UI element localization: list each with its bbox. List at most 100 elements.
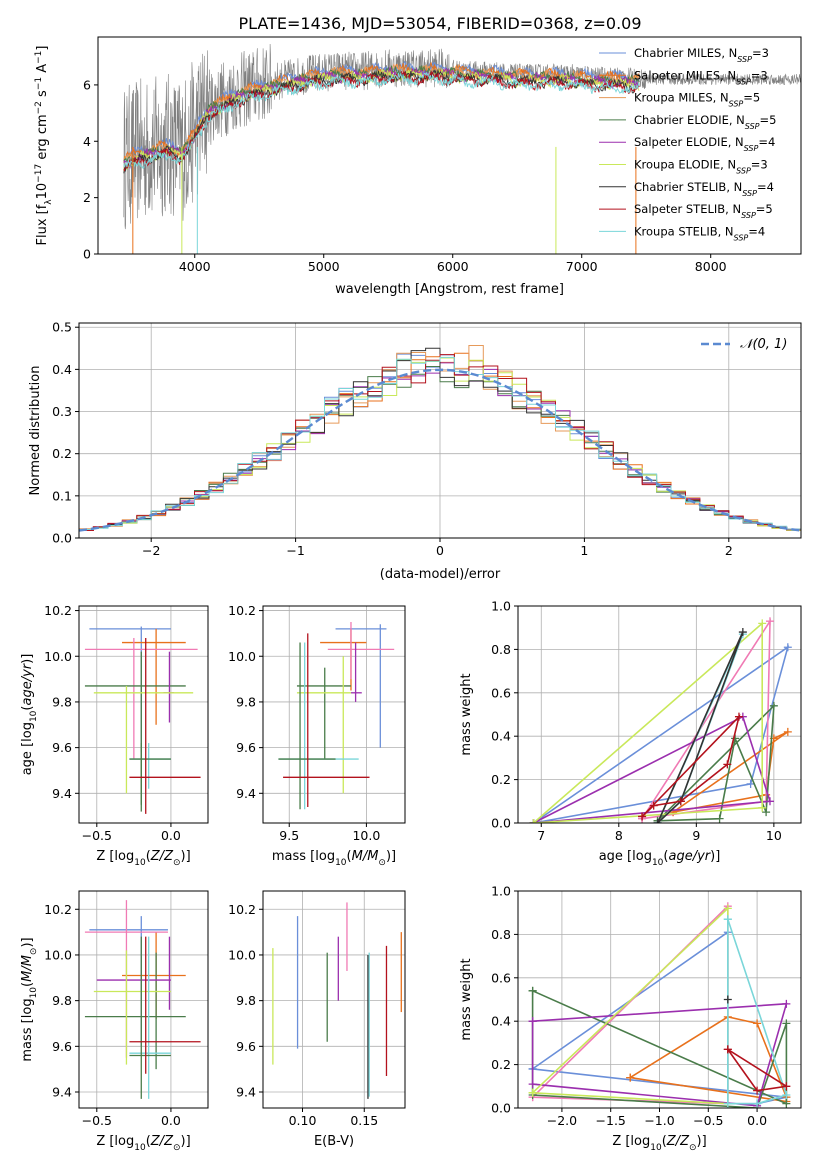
legend-sub: SSP: [744, 144, 759, 153]
weight-line: [656, 631, 744, 823]
weight-marker: [782, 999, 791, 1008]
x-axis-label: age [log10(age/yr)]: [599, 849, 721, 868]
x-axis-label-part: )]: [181, 1134, 191, 1149]
x-tick-label: 8: [615, 828, 623, 843]
axes-frame: 4000 5000 6000 7000 8000 0 2 4 6: [83, 36, 802, 274]
legend-sub: SSP: [737, 55, 752, 64]
y-tick-label: 10.0: [228, 649, 256, 664]
legend-sub: SSP: [742, 188, 757, 197]
x-tick-label: 10.0: [352, 828, 380, 843]
axes-frame: −0.5 0.0 9.4 9.6 9.8 10.0 10.2: [44, 890, 209, 1128]
legend-text: =4: [748, 224, 765, 238]
legend-text: Salpeter STELIB, N: [634, 202, 741, 216]
y-tick-label: 0.0: [491, 816, 511, 831]
weight-marker: [782, 1082, 791, 1091]
legend-entry: Chabrier MILES, NSSP=3: [634, 46, 769, 64]
age-vs-mass-panel: 9.5 10.0 9.4 9.6 9.8 10.0 10.2 mass [log10(M/M⊙…: [228, 603, 406, 868]
weight-marker: [528, 986, 537, 995]
weight-marker: [715, 814, 724, 823]
y-tick-label: 0.2: [491, 772, 511, 787]
x-axis-label-part: Z [log: [96, 849, 134, 864]
legend-text: =3: [752, 46, 769, 60]
y-axis-label-part: (: [20, 982, 35, 987]
weight-marker: [626, 1073, 635, 1082]
legend-text: Salpeter MILES, N: [634, 68, 736, 82]
x-axis-label-part: (: [662, 1134, 667, 1149]
x-axis-label-part: (: [146, 849, 151, 864]
x-tick-label: 0.0: [161, 1113, 181, 1128]
error-bar-point: [129, 936, 171, 1099]
y-tick-label: 0.8: [491, 927, 511, 942]
y-axis-label-part: (: [20, 706, 35, 711]
y-axis-label-part: Normed distribution: [28, 366, 43, 496]
weight-line: [533, 645, 790, 823]
x-tick-label: 0.10: [289, 1113, 317, 1128]
weight-marker: [769, 701, 778, 710]
weight-marker: [758, 619, 767, 628]
x-tick-label: −2.0: [547, 1113, 577, 1128]
y-axis-label: mass [log10(M/M⊙)]: [20, 937, 39, 1061]
y-tick-label: 1.0: [491, 599, 511, 614]
legend-entry: Salpeter ELODIE, NSSP=4: [634, 135, 775, 153]
y-tick-label: 0.4: [52, 362, 72, 377]
y-tick-label: 9.6: [52, 740, 72, 755]
weight-marker: [746, 779, 755, 788]
plot-area: [84, 900, 201, 1099]
x-tick-label: 0.15: [350, 1113, 378, 1128]
axes-box: [78, 890, 209, 1109]
legend-entry: 𝒩(0, 1): [740, 337, 787, 352]
legend-entry: Kroupa STELIB, NSSP=4: [634, 224, 765, 242]
legend-text: =4: [758, 135, 775, 149]
weight-marker: [723, 1099, 732, 1108]
weight-marker: [676, 797, 685, 806]
y-axis-label-part: −1: [34, 51, 44, 64]
y-tick-label: 9.8: [52, 694, 72, 709]
y-axis-label-part: mass weight: [459, 958, 474, 1040]
x-tick-label: 8000: [695, 259, 727, 274]
weight-marker: [782, 1019, 791, 1028]
x-axis-label-part: 10: [134, 858, 146, 868]
mass-vs-metallicity-panel: −0.5 0.09.49.69.810.010.2Z [log10(Z/Z⊙)]m…: [20, 890, 209, 1153]
weight-marker: [653, 819, 662, 823]
legend-entry: Kroupa MILES, NSSP=5: [634, 91, 760, 109]
x-tick-label: 2: [725, 543, 733, 558]
y-axis-label-part: ]: [35, 46, 50, 51]
error-bar-point: [350, 642, 362, 702]
y-tick-label: 9.8: [236, 993, 256, 1008]
y-axis-label: mass weight: [459, 673, 474, 755]
plot-area: [528, 902, 791, 1108]
legend-entry: Salpeter STELIB, NSSP=5: [634, 202, 773, 220]
y-axis-label-part: 10: [29, 710, 39, 722]
axes-box: [262, 605, 406, 824]
weight-line: [532, 621, 763, 823]
y-tick-label: 9.8: [236, 694, 256, 709]
x-axis-label-part: Z/Z: [666, 1134, 690, 1149]
x-axis-label-part: M/M: [352, 849, 379, 864]
weight-line: [533, 715, 772, 823]
plot-area: [84, 626, 201, 814]
residuals-panel: −2 −1 0 1 2 0.0 0.1 0.2 0.3 0.4 0.5 𝒩(0, 1) (data-mo…: [28, 320, 802, 582]
y-axis-label-part: −2: [34, 101, 44, 114]
x-axis-label-part: (data-model)/error: [380, 567, 501, 582]
y-axis-label: age [log10(age/yr)]: [20, 654, 39, 776]
error-bar-point: [327, 621, 395, 680]
error-bar-point: [129, 637, 201, 814]
legend-text: Chabrier MILES, N: [634, 46, 737, 60]
x-axis-label-part: mass [log: [272, 849, 335, 864]
plot-area: [79, 345, 801, 532]
x-tick-label: −1: [286, 543, 304, 558]
y-axis-label-part: ⊙: [29, 948, 39, 956]
x-axis-label-part: Z [log: [96, 1134, 134, 1149]
x-axis-label-part: (: [146, 1134, 151, 1149]
error-bar-point: [93, 685, 194, 794]
x-axis-label-part: wavelength [Angstrom, rest frame]: [335, 282, 564, 297]
y-axis-label-part: Flux [f: [35, 204, 50, 245]
weight-marker: [734, 712, 743, 721]
weight-marker: [765, 797, 774, 806]
model-spectrum-line: [123, 69, 640, 172]
legend-text: =5: [756, 202, 773, 216]
x-tick-label: 0: [436, 543, 444, 558]
y-axis-label-part: λ: [44, 199, 54, 205]
weight-line: [641, 714, 741, 818]
